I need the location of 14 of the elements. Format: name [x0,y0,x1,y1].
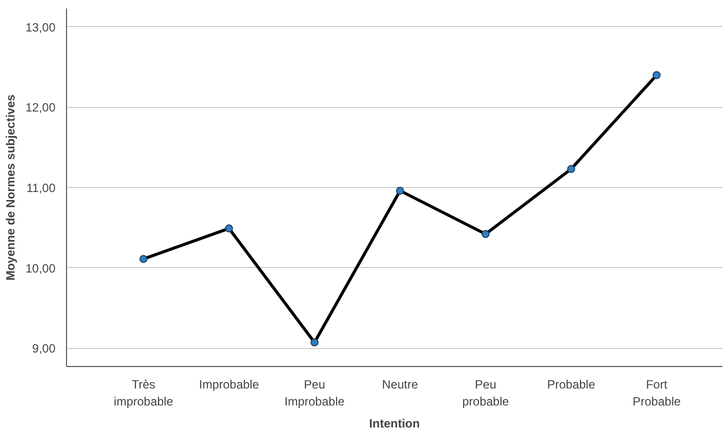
y-axis-title: Moyenne de Normes subjectives [3,94,18,281]
x-tick-label: Improbable [198,378,260,392]
x-tick-label: Peu Improbable [284,378,345,408]
y-tick-label: 9,00 [32,342,56,356]
y-tick-label: 12,00 [25,100,56,115]
x-tick-label: Très improbable [114,378,174,408]
y-tick-label: 10,00 [25,261,56,276]
x-tick-label: Peu probable [462,378,510,408]
x-tick-label: Fort Probable [632,378,681,408]
y-tick-label: 13,00 [25,20,56,34]
x-axis-title: Intention [369,416,420,430]
x-tick-label: Probable [547,378,596,392]
y-tick-label: 11,00 [26,181,56,195]
x-tick-label: Neutre [382,378,418,392]
